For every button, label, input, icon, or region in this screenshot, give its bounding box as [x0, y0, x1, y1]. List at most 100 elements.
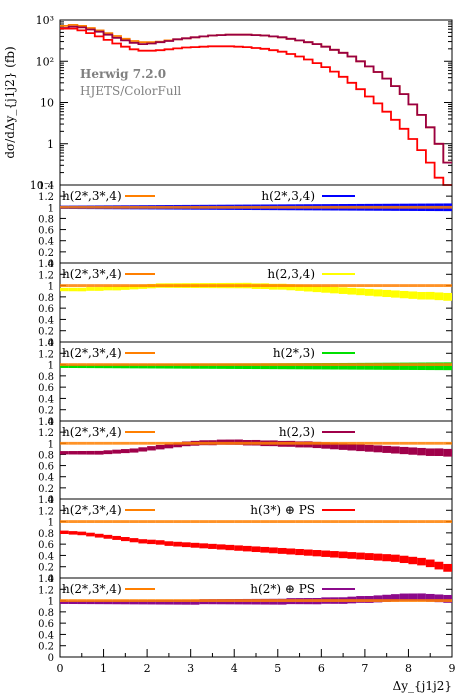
ratio-reference-bar [356, 284, 365, 287]
ratio-reference-bar [295, 363, 304, 366]
ratio-y-tick-label: 0.4 [38, 473, 54, 484]
ratio-reference-bar [269, 284, 278, 287]
ratio-reference-bar [251, 205, 261, 209]
ratio-reference-bar [94, 363, 104, 366]
ratio-reference-bar [391, 441, 400, 445]
ratio-reference-bar [425, 205, 435, 209]
ratio-comparison-bar [173, 541, 182, 547]
ratio-reference-bar [399, 599, 409, 602]
ratio-y-tick-label: 1 [48, 282, 54, 293]
ratio-reference-bar [408, 441, 418, 445]
ratio-reference-bar [303, 284, 313, 287]
legend-comparison-label: h(2*) ⊕ PS [250, 582, 315, 596]
ratio-comparison-bar [277, 547, 287, 554]
ratio-y-tick-label: 0 [48, 338, 54, 349]
ratio-comparison-bar [295, 284, 304, 291]
ratio-reference-bar [312, 599, 322, 602]
ratio-comparison-bar [190, 542, 200, 548]
ratio-y-tick-label: 0 [48, 574, 54, 585]
ratio-reference-bar [417, 520, 426, 523]
legend-reference-label: h(2*,3*,4) [62, 267, 122, 281]
ratio-y-tick-label: 1.4 [38, 574, 54, 585]
ratio-reference-bar [173, 205, 182, 209]
ratio-comparison-bar [382, 289, 392, 298]
ratio-reference-bar [277, 520, 287, 523]
ratio-reference-bar [216, 363, 226, 366]
ratio-comparison-bar [443, 563, 452, 572]
ratio-comparison-bar [60, 287, 69, 292]
ratio-comparison-bar [330, 551, 339, 558]
ratio-reference-bar [173, 599, 182, 602]
ratio-comparison-bar [338, 287, 348, 294]
ratio-y-tick-label: 0.6 [38, 619, 54, 630]
ratio-comparison-bar [338, 551, 348, 559]
ratio-reference-bar [86, 284, 95, 287]
ratio-reference-bar [77, 599, 87, 602]
main-y-tick-label: 1 [47, 138, 54, 151]
ratio-reference-bar [425, 520, 435, 523]
ratio-y-tick-label: 1.2 [38, 506, 54, 517]
ratio-comparison-bar [260, 363, 270, 370]
ratio-reference-bar [68, 599, 78, 602]
ratio-comparison-bar [312, 363, 322, 370]
ratio-reference-bar [417, 441, 426, 445]
legend-comparison-label: h(2,3,4) [267, 267, 315, 281]
x-tick-label: 6 [318, 662, 325, 675]
x-tick-label: 4 [231, 662, 238, 675]
ratio-reference-bar [408, 599, 418, 602]
ratio-y-tick-label: 0.4 [38, 551, 54, 562]
ratio-reference-bar [181, 205, 191, 209]
ratio-reference-bar [129, 205, 139, 209]
ratio-comparison-bar [356, 362, 365, 370]
ratio-reference-bar [277, 441, 287, 445]
ratio-comparison-bar [173, 363, 182, 369]
ratio-reference-bar [321, 599, 331, 602]
ratio-reference-bar [373, 205, 383, 209]
ratio-reference-bar [408, 205, 418, 209]
ratio-comparison-bar [303, 363, 313, 370]
x-tick-label: 2 [144, 662, 151, 675]
ratio-reference-bar [347, 205, 357, 209]
ratio-reference-bar [260, 520, 270, 523]
ratio-reference-bar [330, 441, 339, 445]
ratio-reference-bar [286, 284, 296, 287]
ratio-y-tick-label: 0 [48, 259, 54, 270]
ratio-reference-bar [112, 441, 121, 445]
ratio-reference-bar [303, 520, 313, 523]
ratio-reference-bar [347, 363, 357, 366]
ratio-reference-bar [251, 284, 261, 287]
ratio-reference-bar [138, 599, 148, 602]
ratio-reference-bar [391, 520, 400, 523]
ratio-y-tick-label: 1 [48, 361, 54, 372]
ratio-reference-bar [190, 205, 200, 209]
ratio-reference-bar [321, 441, 331, 445]
ratio-reference-bar [373, 520, 383, 523]
ratio-y-tick-label: 0 [48, 495, 54, 506]
ratio-reference-bar [391, 363, 400, 366]
ratio-comparison-bar [181, 363, 191, 369]
ratio-reference-bar [347, 520, 357, 523]
ratio-reference-bar [364, 599, 374, 602]
ratio-comparison-bar [77, 531, 87, 536]
ratio-comparison-bar [382, 554, 392, 562]
ratio-panel: 00.20.40.60.811.21.4h(2*,3*,4) h(2,3) [38, 417, 453, 506]
ratio-comparison-bar [103, 534, 113, 539]
ratio-comparison-bar [321, 286, 331, 293]
ratio-y-tick-label: 0.2 [38, 484, 54, 495]
ratio-reference-bar [155, 284, 165, 287]
ratio-reference-bar [94, 205, 104, 209]
ratio-reference-bar [138, 284, 148, 287]
main-y-tick-label: 10⁻¹ [30, 179, 54, 192]
ratio-y-tick-label: 1.4 [38, 181, 54, 192]
ratio-y-tick-label: 0.6 [38, 540, 54, 551]
main-plot: 10⁻¹ 1 10 10² 10³ Herwig 7.2.0 HJETS/ColorFull… [3, 14, 453, 192]
ratio-reference-bar [260, 205, 270, 209]
ratio-reference-bar [417, 599, 426, 602]
ratio-comparison-bar [129, 448, 139, 453]
ratio-reference-bar [208, 599, 217, 602]
ratio-reference-bar [312, 441, 322, 445]
ratio-panel: 00.20.40.60.811.21.4h(2*,3*,4) h(2*,3,4) [38, 181, 453, 270]
ratio-comparison-bar [147, 600, 156, 605]
ratio-reference-bar [399, 284, 409, 287]
ratio-reference-bar [234, 599, 243, 602]
